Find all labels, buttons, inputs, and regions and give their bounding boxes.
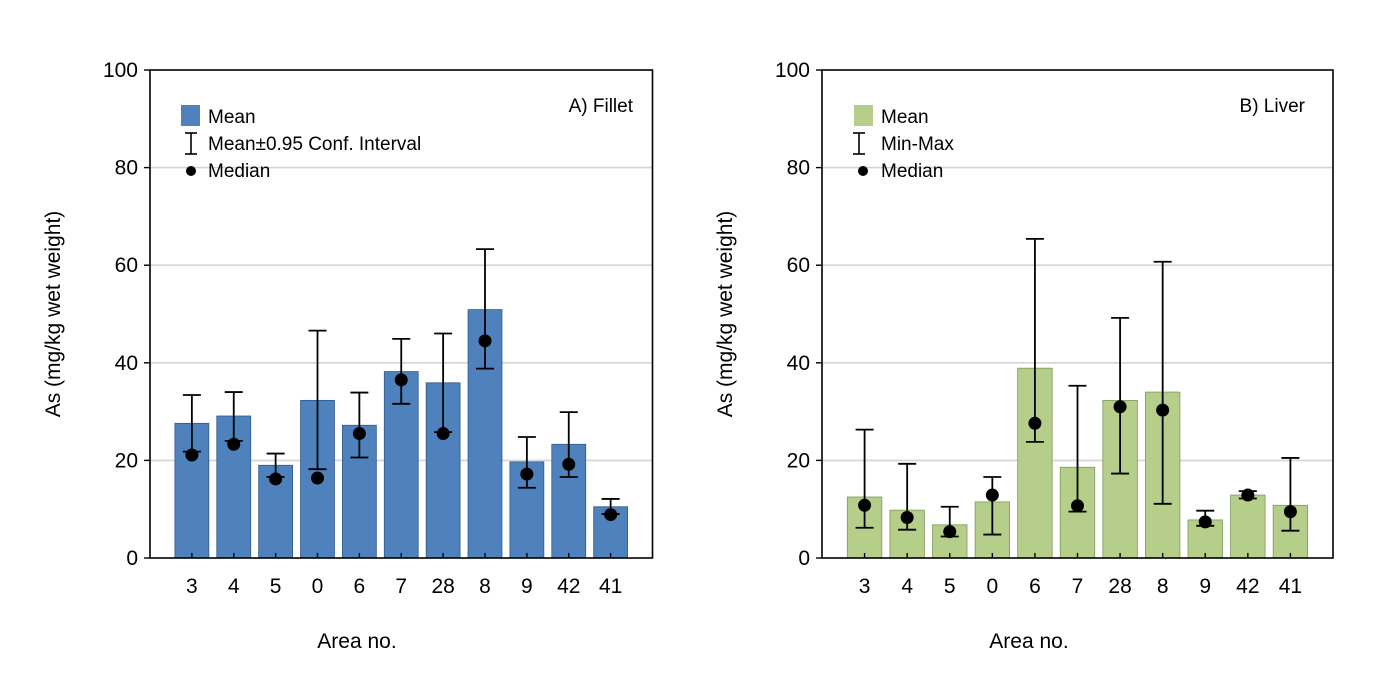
error-bar-8 [1153, 260, 1172, 505]
median-point-9 [520, 467, 534, 481]
median-point-7 [1071, 499, 1084, 513]
error-bar-6 [1025, 237, 1044, 443]
median-point-5 [943, 525, 957, 539]
x-tick-label: 5 [944, 575, 956, 598]
legend: Mean Min-Max Median [853, 105, 954, 182]
median-point-9 [1198, 515, 1212, 529]
error-bars [855, 237, 1300, 538]
median-point-3 [185, 448, 199, 462]
median-point-4 [227, 437, 241, 451]
y-axis-title: As (mg/kg wet weight) [714, 211, 737, 418]
x-axis-ticks: 3 4 5 0 6 7 28 8 9 42 41 [859, 553, 1302, 598]
error-bar-7 [392, 337, 411, 405]
y-tick-label: 0 [126, 547, 138, 570]
x-axis-title: Area no. [317, 630, 396, 653]
y-tick-label: 80 [115, 157, 138, 180]
y-tick-label: 60 [115, 254, 138, 277]
median-point-6 [352, 427, 366, 441]
y-tick-label: 100 [775, 59, 810, 82]
median-point-8 [478, 334, 492, 348]
y-axis-ticks: 0 20 40 60 80 100 [103, 59, 150, 570]
legend-swatch-mean [854, 105, 873, 126]
x-tick-label: 9 [521, 575, 533, 598]
y-axis-title: As (mg/kg wet weight) [42, 211, 65, 418]
y-axis-ticks: 0 20 40 60 80 100 [775, 59, 822, 570]
x-tick-label: 8 [1157, 575, 1169, 598]
error-bar-8 [476, 248, 494, 370]
median-point-4 [900, 510, 914, 524]
panel-fillet: 0 20 40 60 80 100 3 4 5 0 6 7 28 8 9 42 41 Area no. As … [42, 59, 654, 653]
legend-label-median: Median [881, 161, 943, 182]
x-tick-label: 9 [1199, 575, 1211, 598]
error-bar-0 [308, 329, 327, 471]
median-point-41 [604, 508, 618, 522]
x-tick-label: 7 [395, 575, 407, 598]
legend-label-minmax: Min-Max [881, 134, 954, 155]
error-bar-41 [1281, 457, 1300, 532]
x-tick-label: 6 [1029, 575, 1041, 598]
y-tick-label: 100 [103, 59, 138, 82]
median-point-0 [311, 471, 324, 485]
y-tick-label: 40 [115, 352, 138, 375]
x-tick-label: 6 [354, 575, 366, 598]
median-points [858, 400, 1297, 539]
median-point-7 [394, 373, 408, 387]
x-tick-label: 42 [1236, 575, 1259, 598]
panel-title: B) Liver [1240, 96, 1306, 117]
y-tick-label: 80 [787, 157, 810, 180]
legend-label-median: Median [208, 161, 270, 182]
x-tick-label: 3 [186, 575, 198, 598]
legend-swatch-mean [181, 105, 200, 126]
median-point-28 [1113, 400, 1127, 414]
y-tick-label: 0 [798, 547, 810, 570]
x-tick-label: 41 [599, 575, 622, 598]
y-tick-label: 20 [787, 449, 810, 472]
x-tick-label: 41 [1279, 575, 1302, 598]
median-point-42 [562, 457, 576, 471]
error-bar-28 [1111, 317, 1130, 475]
panel-title: A) Fillet [569, 96, 634, 117]
x-axis-title: Area no. [989, 630, 1068, 653]
median-point-8 [1156, 403, 1170, 417]
x-tick-label: 5 [270, 575, 282, 598]
median-points [185, 334, 618, 522]
x-tick-label: 4 [901, 575, 913, 598]
x-tick-label: 0 [986, 575, 998, 598]
median-point-28 [436, 427, 450, 441]
x-tick-label: 7 [1072, 575, 1084, 598]
legend-median-icon [858, 166, 868, 176]
x-axis-ticks: 3 4 5 0 6 7 28 8 9 42 41 [186, 553, 622, 598]
x-tick-label: 4 [228, 575, 240, 598]
median-point-3 [858, 498, 872, 512]
median-point-41 [1283, 505, 1297, 519]
bars [846, 367, 1309, 559]
bar-42 [1230, 494, 1266, 559]
x-tick-label: 28 [1108, 575, 1131, 598]
y-tick-label: 20 [115, 449, 138, 472]
error-bar-6 [350, 391, 369, 459]
median-point-6 [1028, 416, 1042, 430]
legend-errorbar-icon [185, 132, 197, 155]
x-tick-label: 3 [859, 575, 871, 598]
x-tick-label: 0 [312, 575, 324, 598]
legend-label-mean: Mean [881, 107, 929, 128]
error-bar-0 [983, 476, 1002, 536]
x-tick-label: 8 [479, 575, 491, 598]
median-point-42 [1241, 488, 1255, 502]
median-point-0 [985, 488, 999, 502]
y-tick-label: 60 [787, 254, 810, 277]
x-tick-label: 28 [431, 575, 454, 598]
legend: Mean Mean±0.95 Conf. Interval Median [181, 105, 421, 182]
legend-median-icon [186, 166, 196, 176]
y-tick-label: 40 [787, 352, 810, 375]
legend-label-mean: Mean [208, 107, 256, 128]
median-point-5 [269, 472, 283, 486]
x-tick-label: 42 [557, 575, 580, 598]
panel-liver: 0 20 40 60 80 100 3 4 5 0 6 7 28 8 9 42 41 Area no. As … [714, 59, 1334, 653]
legend-label-ci: Mean±0.95 Conf. Interval [208, 134, 421, 155]
legend-errorbar-icon [853, 132, 865, 155]
